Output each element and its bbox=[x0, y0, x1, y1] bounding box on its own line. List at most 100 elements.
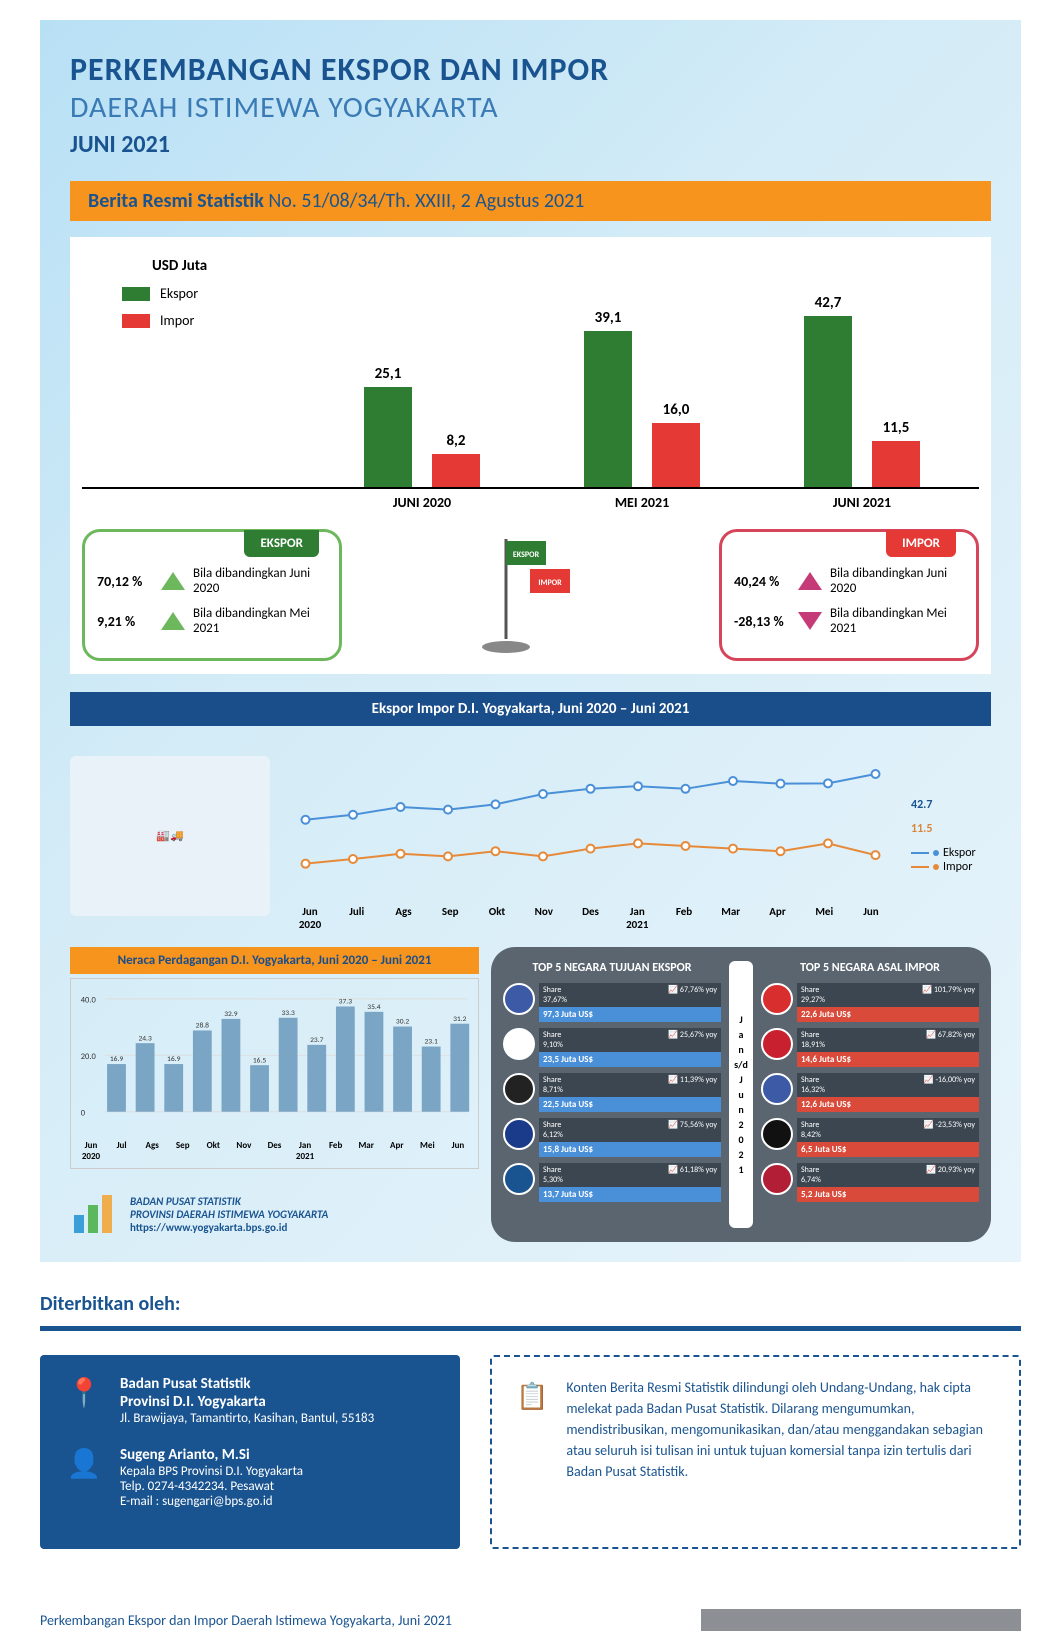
bar-impor: 8,2 bbox=[432, 454, 480, 487]
arrow-up-icon bbox=[161, 612, 185, 630]
period-char: a bbox=[739, 1028, 744, 1041]
line-x-label: Sep bbox=[430, 905, 470, 931]
neraca-x-label: Apr bbox=[383, 1140, 411, 1162]
country-row: Share8,71%📈 11,39% yoy 22,5 Juta US$ bbox=[503, 1073, 721, 1112]
warehouse-illustration: 🏭🚚 bbox=[70, 756, 270, 916]
line-x-label: Feb bbox=[664, 905, 704, 931]
svg-text:16.9: 16.9 bbox=[167, 1055, 181, 1064]
line-x-label: Jun bbox=[851, 905, 891, 931]
svg-text:33.3: 33.3 bbox=[281, 1009, 295, 1018]
neraca-x-label: Jan2021 bbox=[291, 1140, 319, 1162]
neraca-x-label: Ags bbox=[138, 1140, 166, 1162]
bar-ekspor: 25,1 bbox=[364, 387, 412, 487]
line-x-label: Mei bbox=[804, 905, 844, 931]
location-icon: 📍 bbox=[64, 1375, 104, 1426]
line-x-label: Des bbox=[571, 905, 611, 931]
arrow-up-icon bbox=[798, 572, 822, 590]
neraca-title: Neraca Perdagangan D.I. Yogyakarta, Juni… bbox=[70, 947, 479, 974]
publisher-card: 📍 Badan Pusat Statistik Provinsi D.I. Yo… bbox=[40, 1355, 460, 1549]
timeline-line-chart: Jun2020JuliAgsSepOktNovDesJan2021FebMarA… bbox=[286, 740, 895, 931]
period-char: 1 bbox=[738, 1163, 743, 1176]
neraca-x-label: Jul bbox=[108, 1140, 136, 1162]
flag-icon bbox=[761, 1028, 793, 1060]
neraca-x-label: Mar bbox=[352, 1140, 380, 1162]
line-x-label: Apr bbox=[758, 905, 798, 931]
hero-section: PERKEMBANGAN EKSPOR DAN IMPOR DAERAH IST… bbox=[40, 20, 1021, 1262]
arrow-up-icon bbox=[161, 572, 185, 590]
impor-compare-box: IMPOR 40,24 %Bila dibandingkan Juni 2020… bbox=[719, 529, 979, 661]
period-char: n bbox=[738, 1043, 743, 1056]
svg-text:37.3: 37.3 bbox=[339, 998, 353, 1007]
svg-text:16.5: 16.5 bbox=[253, 1056, 267, 1065]
neraca-x-label: Des bbox=[260, 1140, 288, 1162]
svg-text:23.7: 23.7 bbox=[310, 1036, 324, 1045]
line-x-label: Ags bbox=[384, 905, 424, 931]
bar-ekspor: 39,1 bbox=[584, 331, 632, 487]
footer-text: Perkembangan Ekspor dan Impor Daerah Ist… bbox=[40, 1612, 452, 1629]
neraca-x-label: Jun bbox=[444, 1140, 472, 1162]
neraca-x-label: Okt bbox=[199, 1140, 227, 1162]
timeline-title: Ekspor Impor D.I. Yogyakarta, Juni 2020 … bbox=[70, 692, 991, 726]
period-char: 2 bbox=[738, 1118, 743, 1131]
svg-text:31.2: 31.2 bbox=[453, 1015, 467, 1024]
publisher-org-sub: Provinsi D.I. Yogyakarta bbox=[120, 1393, 374, 1411]
publisher-org: Badan Pusat Statistik bbox=[120, 1375, 374, 1393]
svg-text:40.0: 40.0 bbox=[81, 996, 97, 1006]
flag-icon bbox=[761, 983, 793, 1015]
period-char: u bbox=[738, 1088, 743, 1101]
bar-ekspor: 42,7 bbox=[804, 316, 852, 487]
bar-group: 25,1 8,2 JUNI 2020 bbox=[332, 387, 512, 487]
line-x-label: Jun2020 bbox=[290, 905, 330, 931]
impor-tag: IMPOR bbox=[886, 530, 956, 557]
period-char: J bbox=[739, 1013, 742, 1026]
publish-heading: Diterbitkan oleh: bbox=[40, 1292, 1021, 1316]
top5-period-column: Jans/dJun2021 bbox=[729, 961, 753, 1228]
svg-text:EKSPOR: EKSPOR bbox=[512, 550, 539, 560]
title-line3: JUNI 2021 bbox=[70, 130, 991, 159]
publisher-phone: Telp. 0274-4342234. Pesawat bbox=[120, 1479, 303, 1494]
period-char: 2 bbox=[738, 1148, 743, 1161]
end-value-impor: 11.5 bbox=[911, 822, 991, 836]
period-char: 0 bbox=[738, 1133, 743, 1146]
brs-bar: Berita Resmi Statistik No. 51/08/34/Th. … bbox=[70, 181, 991, 221]
flag-icon bbox=[761, 1163, 793, 1195]
country-row: Share37,67%📈 67,76% yoy 97,3 Juta US$ bbox=[503, 983, 721, 1022]
country-row: Share16,32%📈 -16,00% yoy 12,6 Juta US$ bbox=[761, 1073, 979, 1112]
neraca-x-label: Mei bbox=[413, 1140, 441, 1162]
svg-text:24.3: 24.3 bbox=[138, 1034, 152, 1043]
bar-impor: 16,0 bbox=[652, 423, 700, 487]
line-x-label: Okt bbox=[477, 905, 517, 931]
neraca-column: Neraca Perdagangan D.I. Yogyakarta, Juni… bbox=[70, 947, 479, 1242]
bps-line1: BADAN PUSAT STATISTIK bbox=[130, 1195, 328, 1208]
flag-icon bbox=[503, 983, 535, 1015]
publisher-address: Jl. Brawijaya, Tamantirto, Kasihan, Bant… bbox=[120, 1411, 374, 1426]
flag-icon bbox=[761, 1073, 793, 1105]
svg-text:28.8: 28.8 bbox=[196, 1022, 210, 1031]
country-row: Share18,91%📈 67,82% yoy 14,6 Juta US$ bbox=[761, 1028, 979, 1067]
svg-text:23.1: 23.1 bbox=[425, 1038, 439, 1047]
svg-text:0: 0 bbox=[81, 1108, 86, 1118]
person-icon: 👤 bbox=[64, 1446, 104, 1509]
svg-text:16.9: 16.9 bbox=[110, 1055, 124, 1064]
title-line1: PERKEMBANGAN EKSPOR DAN IMPOR bbox=[70, 50, 991, 89]
country-row: Share6,12%📈 75,56% yoy 15,8 Juta US$ bbox=[503, 1118, 721, 1157]
bar-group: 39,1 16,0 MEI 2021 bbox=[552, 331, 732, 487]
page-footer: Perkembangan Ekspor dan Impor Daerah Ist… bbox=[40, 1609, 1021, 1631]
end-value-ekspor: 42.7 bbox=[911, 798, 991, 812]
top5-export-title: TOP 5 NEGARA TUJUAN EKSPOR bbox=[503, 961, 721, 975]
ekspor-tag: EKSPOR bbox=[244, 530, 319, 557]
neraca-x-label: Feb bbox=[322, 1140, 350, 1162]
svg-text:32.9: 32.9 bbox=[224, 1010, 238, 1019]
bps-url: https://www.yogyakarta.bps.go.id bbox=[130, 1221, 328, 1234]
ekspor-compare-box: EKSPOR 70,12 %Bila dibandingkan Juni 202… bbox=[82, 529, 342, 661]
svg-text:30.2: 30.2 bbox=[396, 1018, 410, 1027]
disclaimer-box: 📋 Konten Berita Resmi Statistik dilindun… bbox=[490, 1355, 1021, 1549]
title-line2: DAERAH ISTIMEWA YOGYAKARTA bbox=[70, 89, 991, 126]
footer-bar bbox=[701, 1609, 1021, 1631]
flag-icon bbox=[503, 1028, 535, 1060]
country-row: Share29,27%📈 101,79% yoy 22,6 Juta US$ bbox=[761, 983, 979, 1022]
bps-logo-icon bbox=[70, 1187, 120, 1242]
country-row: Share9,10%📈 25,67% yoy 23,5 Juta US$ bbox=[503, 1028, 721, 1067]
bps-footer: BADAN PUSAT STATISTIK PROVINSI DAERAH IS… bbox=[70, 1187, 479, 1242]
arrow-down-icon bbox=[798, 612, 822, 630]
